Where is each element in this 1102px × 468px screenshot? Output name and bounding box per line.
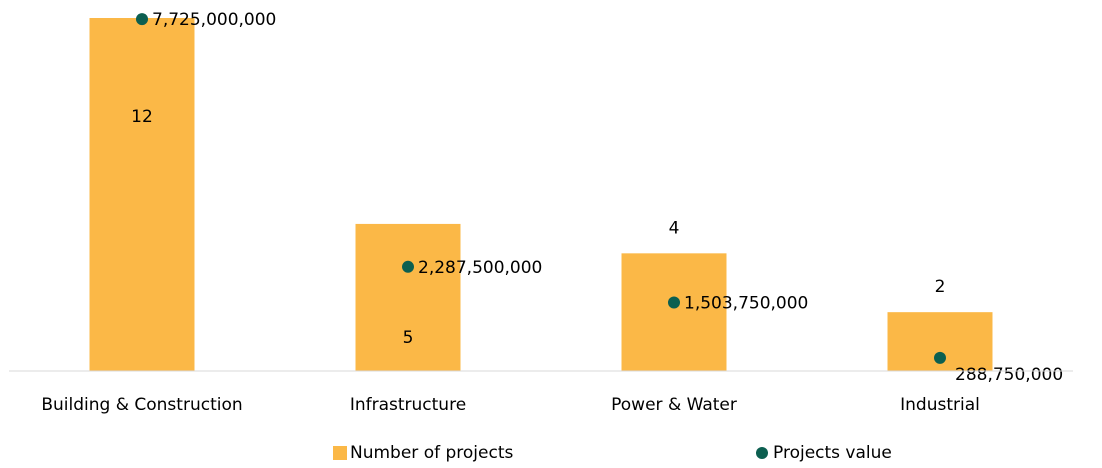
data-label: 12 [131,107,153,127]
legend-label: Projects value [773,443,892,463]
bar [621,253,727,371]
data-label: 2 [935,277,946,297]
bar [89,18,195,371]
data-label: 1,503,750,000 [684,294,808,314]
data-label: 2,287,500,000 [418,258,542,278]
data-label: 7,725,000,000 [152,10,276,30]
legend-swatch [756,447,768,459]
x-tick-label: Industrial [900,395,980,415]
legend-swatch [333,446,347,460]
dot [668,296,680,309]
x-tick-label: Power & Water [611,395,737,415]
data-label: 288,750,000 [955,365,1063,385]
x-tick-label: Building & Construction [41,395,242,415]
data-label: 5 [403,328,414,348]
bar [355,223,461,371]
dot [136,13,148,26]
legend-label: Number of projects [350,443,513,463]
data-label: 4 [669,218,680,238]
dot [402,260,414,273]
x-tick-label: Infrastructure [350,395,466,415]
dot [934,351,946,364]
